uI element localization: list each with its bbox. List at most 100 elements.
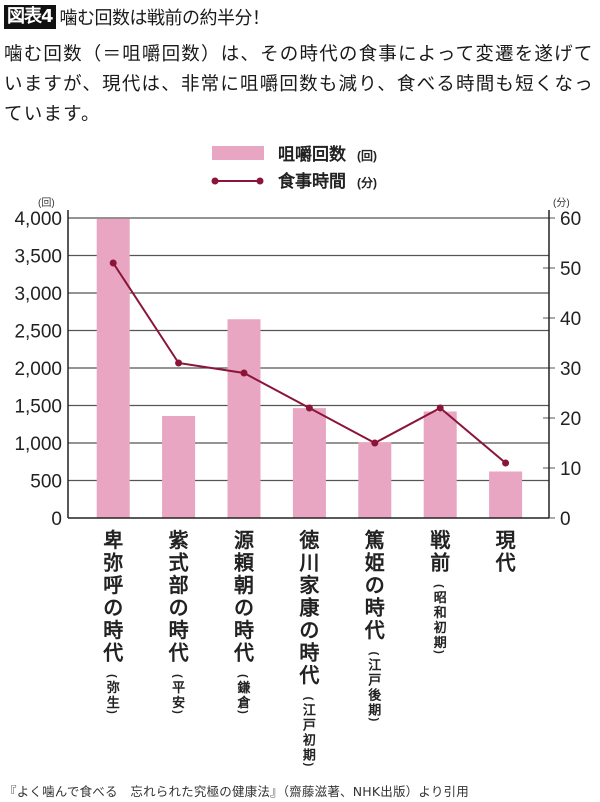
figure-badge: 図表4 [4, 5, 56, 29]
category-sublabel-char: 後 [368, 688, 382, 703]
category-label-char: の [365, 575, 385, 597]
bar [292, 408, 326, 518]
category-sublabel-char: 生 [107, 695, 120, 710]
category-label-char: 呼 [103, 574, 123, 597]
category-sublabel-char: 戸 [303, 718, 316, 733]
category-label-char: 代 [364, 619, 385, 642]
category-sublabel-paren: ( [172, 674, 184, 678]
category-label-char: 代 [233, 642, 254, 665]
category-label-char: 現 [496, 529, 516, 552]
left-axis-tick-label: 0 [51, 509, 62, 530]
left-axis-unit: (回) [38, 197, 55, 209]
meal-time-point [371, 439, 379, 447]
left-axis-tick-label: 3,000 [14, 284, 62, 305]
right-axis-tick-label: 60 [560, 209, 581, 230]
left-axis-tick-label: 2,500 [14, 322, 62, 343]
right-axis-tick-label: 10 [560, 459, 581, 480]
bar [358, 442, 392, 518]
category-label-char: 時 [365, 596, 385, 620]
right-axis-tick-label: 30 [560, 359, 581, 380]
category-sublabel-paren: ) [237, 710, 249, 714]
category-sublabel-char: 期 [368, 703, 381, 718]
legend-line-marker [256, 177, 264, 185]
right-axis-tick-label: 20 [560, 409, 581, 430]
category-sublabel-char: 期 [303, 748, 316, 763]
category-label-char: 家 [299, 573, 320, 597]
category-sublabel-paren: ) [172, 710, 184, 714]
meal-time-point [240, 369, 248, 377]
legend-bar-unit: (回) [357, 149, 377, 163]
meal-time-point [305, 404, 313, 412]
legend-bar-swatch [212, 146, 264, 160]
right-axis-unit: (分) [553, 197, 570, 209]
legend-line-unit: (分) [357, 175, 377, 190]
category-sublabel-char: 弥 [107, 680, 120, 695]
category-sublabel-char: 昭 [434, 590, 447, 605]
category-sublabel-char: 安 [172, 695, 185, 710]
category-label-char: 代 [102, 642, 123, 665]
bar [96, 218, 130, 518]
figure-description: 噛む回数（＝咀嚼回数）は、その時代の食事によって変遷を遂げていますが、現代は、非… [4, 44, 594, 125]
category-sublabel-paren: ( [302, 697, 314, 701]
category-sublabel-paren: ) [433, 650, 445, 654]
category-sublabel-char: 初 [303, 733, 316, 748]
category-sublabel-char: 和 [434, 605, 447, 620]
category-label-char: 徳 [298, 528, 319, 552]
category-label-char: 時 [169, 618, 189, 642]
category-label-char: 代 [495, 552, 516, 575]
right-axis-tick-label: 0 [560, 509, 571, 530]
category-label-char: 川 [298, 553, 319, 575]
category-label-char: の [169, 598, 189, 620]
category-label-char: 頼 [234, 552, 255, 575]
category-label-char: 紫 [169, 529, 189, 552]
left-axis-tick-label: 1,000 [14, 434, 62, 455]
bar [162, 416, 196, 518]
category-sublabel-paren: ( [433, 584, 445, 588]
category-label-char: 源 [234, 529, 254, 552]
category-label-char: 部 [169, 573, 189, 597]
category-sublabel-char: 江 [303, 703, 316, 718]
category-label-char: 代 [298, 664, 319, 687]
meal-time-point [502, 459, 510, 467]
legend-line-label: 食事時間 [278, 171, 346, 191]
figure-title: 噛む回数は戦前の約半分！ [59, 8, 271, 29]
category-sublabel-char: 期 [434, 635, 447, 650]
category-label-char: 時 [299, 641, 319, 665]
category-sublabel-char: 倉 [236, 695, 251, 710]
category-sublabel-paren: ( [237, 674, 249, 678]
category-sublabel-char: 戸 [368, 673, 381, 688]
meal-time-point [436, 404, 444, 412]
category-label-char: の [103, 598, 123, 620]
legend-bar-label: 咀嚼回数 [278, 144, 347, 164]
category-sublabel-char: 江 [368, 658, 381, 673]
right-axis-tick-label: 40 [560, 309, 581, 330]
right-axis-tick-label: 50 [560, 259, 581, 280]
category-sublabel-char: 平 [172, 680, 185, 695]
category-label-char: 式 [169, 552, 189, 575]
figure-title-row: 図表4 噛む回数は戦前の約半分！ [4, 4, 270, 30]
category-sublabel-paren: ) [302, 763, 314, 767]
bar [489, 471, 523, 518]
category-sublabel-char: 初 [434, 620, 447, 635]
category-label-char: 卑 [103, 528, 123, 552]
category-label-char: 篤 [365, 528, 385, 552]
category-sublabel-paren: ( [106, 674, 118, 678]
left-axis-tick-label: 3,500 [14, 247, 62, 268]
category-label-char: 戦 [430, 528, 450, 552]
category-label-char: の [234, 598, 254, 620]
category-label-char: 代 [168, 642, 189, 665]
category-label-char: 時 [234, 618, 254, 642]
left-axis-tick-label: 2,000 [14, 359, 62, 380]
chart: 咀嚼回数 (回)食事時間 (分)(回) (分)05001,0001,5002,0002… [14, 144, 581, 767]
category-label-char: 姫 [365, 551, 385, 575]
legend-line-marker [211, 177, 219, 185]
category-label-char: 康 [299, 596, 320, 620]
left-axis-tick-label: 4,000 [14, 209, 62, 230]
category-sublabel-paren: ( [368, 652, 380, 656]
left-axis-tick-label: 500 [30, 472, 62, 493]
meal-time-point [109, 259, 117, 267]
category-sublabel-paren: ) [106, 710, 118, 714]
source-citation: 『よく噛んで食べる 忘れられた究極の健康法』（齋藤滋著、NHK出版）より引用 [4, 784, 469, 799]
category-sublabel-paren: ) [368, 718, 380, 722]
category-label-char: 弥 [103, 551, 123, 575]
